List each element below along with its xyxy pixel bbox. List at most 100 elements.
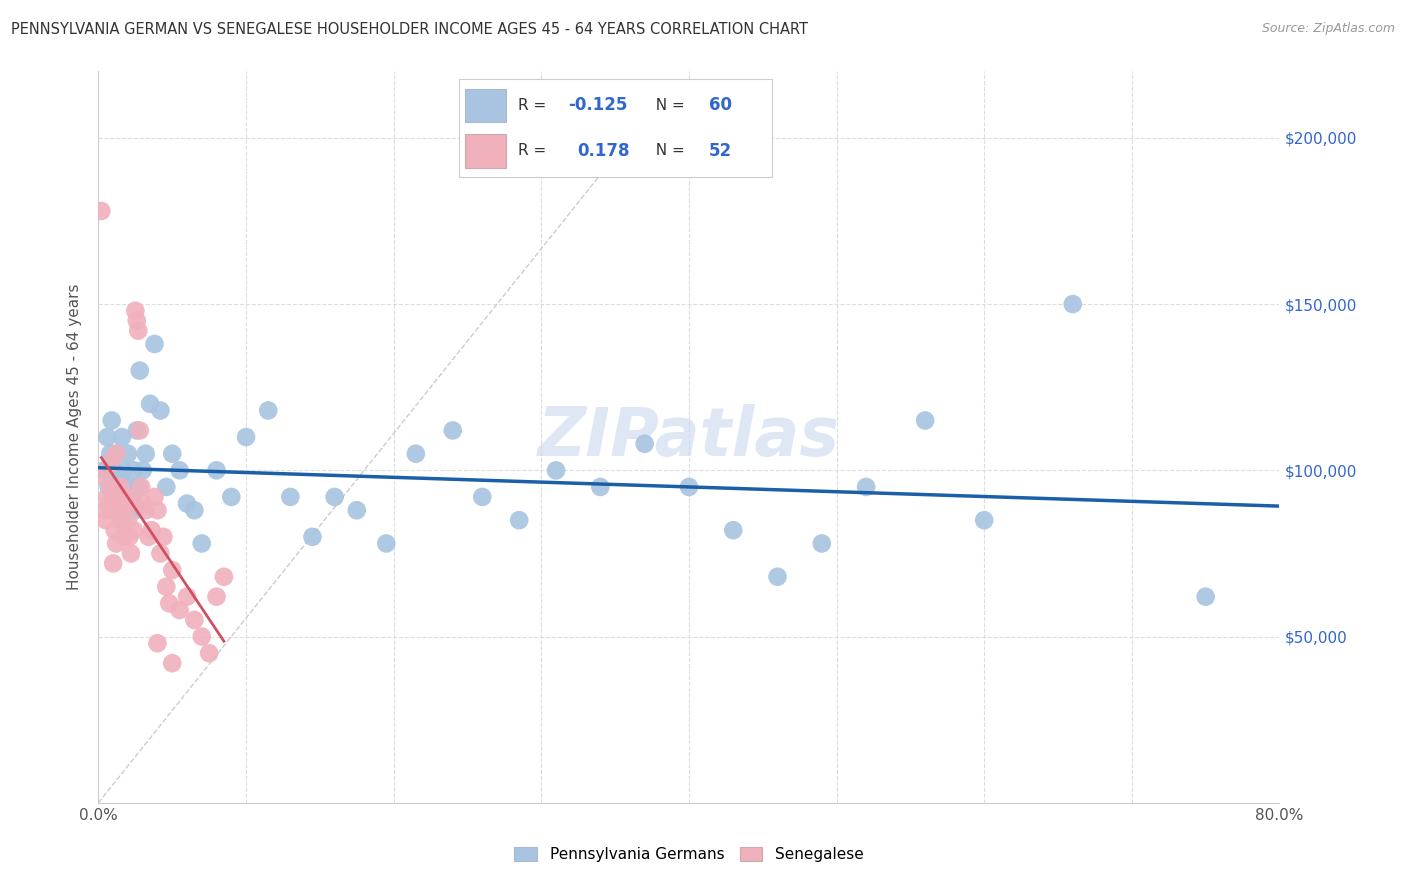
Point bbox=[100, 480, 122, 494]
Point bbox=[176, 590, 198, 604]
Point bbox=[115, 497, 138, 511]
Point bbox=[257, 403, 280, 417]
Point bbox=[118, 530, 141, 544]
Point bbox=[973, 513, 995, 527]
Point bbox=[135, 503, 157, 517]
Point bbox=[162, 563, 183, 577]
Point bbox=[121, 490, 143, 504]
Point bbox=[108, 480, 131, 494]
Point bbox=[301, 530, 323, 544]
Point bbox=[146, 636, 169, 650]
Point bbox=[91, 470, 114, 484]
Point bbox=[115, 490, 138, 504]
Point bbox=[146, 503, 169, 517]
Point bbox=[103, 557, 125, 571]
Point bbox=[766, 570, 789, 584]
Point bbox=[810, 536, 832, 550]
Point bbox=[141, 523, 163, 537]
Legend: Pennsylvania Germans, Senegalese: Pennsylvania Germans, Senegalese bbox=[509, 840, 869, 868]
Point bbox=[112, 463, 135, 477]
Point bbox=[139, 397, 162, 411]
Point bbox=[346, 503, 368, 517]
Point bbox=[110, 480, 132, 494]
Point bbox=[128, 363, 150, 377]
Y-axis label: Householder Income Ages 45 - 64 years: Householder Income Ages 45 - 64 years bbox=[67, 284, 83, 591]
Point bbox=[93, 463, 115, 477]
Point bbox=[205, 590, 228, 604]
Point bbox=[323, 490, 346, 504]
Point bbox=[132, 463, 155, 477]
Point bbox=[124, 303, 146, 318]
Point bbox=[105, 447, 128, 461]
Point bbox=[138, 530, 160, 544]
Point bbox=[121, 497, 143, 511]
Point bbox=[723, 523, 745, 537]
Point bbox=[90, 204, 112, 219]
Point bbox=[122, 523, 145, 537]
Point bbox=[98, 447, 121, 461]
Point bbox=[212, 570, 235, 584]
Point bbox=[105, 536, 128, 550]
Point bbox=[183, 503, 205, 517]
Point bbox=[122, 463, 145, 477]
Point bbox=[129, 480, 152, 494]
Point bbox=[114, 497, 136, 511]
Point bbox=[155, 480, 177, 494]
Point bbox=[914, 413, 936, 427]
Point bbox=[143, 337, 166, 351]
Point bbox=[471, 490, 494, 504]
Point bbox=[98, 457, 121, 471]
Point bbox=[162, 447, 183, 461]
Point bbox=[205, 463, 228, 477]
Point bbox=[198, 646, 221, 660]
Point bbox=[124, 503, 146, 517]
Point bbox=[127, 324, 149, 338]
Point bbox=[125, 314, 148, 328]
Point bbox=[135, 447, 157, 461]
Point bbox=[169, 603, 191, 617]
Point bbox=[176, 497, 198, 511]
Point bbox=[155, 580, 177, 594]
Point bbox=[107, 470, 129, 484]
Point bbox=[100, 413, 122, 427]
Point bbox=[111, 513, 134, 527]
Point bbox=[110, 503, 132, 517]
Point bbox=[405, 447, 427, 461]
Point bbox=[149, 403, 172, 417]
Point bbox=[112, 530, 135, 544]
Point bbox=[149, 546, 172, 560]
Point bbox=[508, 513, 530, 527]
Point bbox=[96, 490, 118, 504]
Point bbox=[110, 513, 132, 527]
Point bbox=[1062, 297, 1084, 311]
Point bbox=[117, 447, 139, 461]
Point bbox=[94, 513, 117, 527]
Point bbox=[127, 480, 149, 494]
Point bbox=[93, 503, 115, 517]
Point bbox=[546, 463, 568, 477]
Point bbox=[169, 463, 191, 477]
Point bbox=[441, 424, 464, 438]
Point bbox=[103, 463, 125, 477]
Point bbox=[183, 613, 205, 627]
Point bbox=[855, 480, 877, 494]
Point bbox=[162, 656, 183, 670]
Point bbox=[280, 490, 302, 504]
Point bbox=[117, 513, 139, 527]
Point bbox=[191, 536, 214, 550]
Point bbox=[191, 630, 214, 644]
Point bbox=[125, 424, 148, 438]
Point bbox=[132, 497, 155, 511]
Point bbox=[97, 480, 120, 494]
Point bbox=[103, 503, 125, 517]
Point bbox=[678, 480, 700, 494]
Point bbox=[96, 430, 118, 444]
Point bbox=[589, 480, 612, 494]
Point bbox=[118, 503, 141, 517]
Point bbox=[105, 447, 128, 461]
Point bbox=[1195, 590, 1218, 604]
Point bbox=[114, 480, 136, 494]
Point bbox=[143, 490, 166, 504]
Point bbox=[152, 530, 174, 544]
Point bbox=[221, 490, 243, 504]
